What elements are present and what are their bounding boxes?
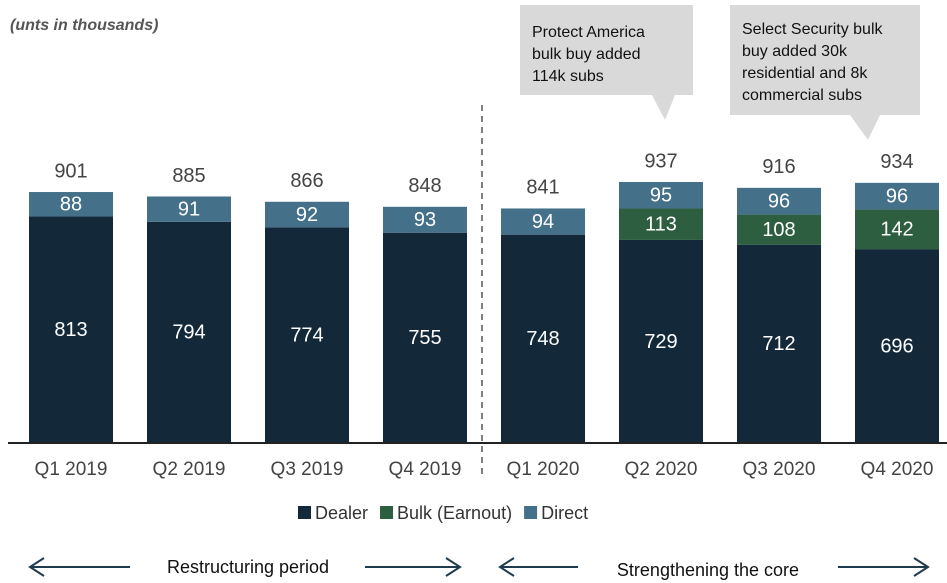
x-tick-label: Q1 2019 xyxy=(35,459,108,480)
total-label: 885 xyxy=(172,165,205,187)
segment-label: 96 xyxy=(886,185,908,207)
bar-segment xyxy=(501,208,585,235)
x-tick-label: Q1 2020 xyxy=(507,459,580,480)
segment-label: 96 xyxy=(768,191,790,213)
bar-segment xyxy=(147,221,231,443)
segment-label: 88 xyxy=(60,194,82,216)
x-tick-label: Q4 2019 xyxy=(389,459,462,480)
segment-label: 91 xyxy=(178,198,200,220)
total-label: 841 xyxy=(526,177,559,199)
bar-segment xyxy=(855,209,939,250)
legend-swatch xyxy=(298,506,311,519)
segment-label: 729 xyxy=(644,331,677,353)
x-tick-label: Q2 2020 xyxy=(625,459,698,480)
legend-label: Direct xyxy=(541,503,588,523)
bar-segment xyxy=(619,208,703,240)
segment-label: 113 xyxy=(645,213,677,235)
period-label: Restructuring period xyxy=(167,557,329,577)
bar-segment xyxy=(855,249,939,443)
segment-label: 712 xyxy=(762,333,795,355)
callout-bubble xyxy=(520,5,693,120)
segment-label: 95 xyxy=(650,185,672,207)
subtitle: (unts in thousands) xyxy=(10,17,158,34)
bar-segment xyxy=(265,201,349,228)
annotation-line: commercial subs xyxy=(742,87,862,104)
total-label: 866 xyxy=(290,170,323,192)
bar-segment xyxy=(501,234,585,443)
segment-label: 813 xyxy=(54,319,87,341)
annotation-line: buy added 30k xyxy=(742,43,848,60)
bar-segment xyxy=(383,206,467,233)
arrow-head xyxy=(913,557,930,577)
annotation-line: residential and 8k xyxy=(742,65,868,82)
total-label: 916 xyxy=(762,156,795,178)
legend-label: Dealer xyxy=(315,503,368,523)
segment-label: 108 xyxy=(762,219,795,241)
bar-segment xyxy=(383,232,467,443)
total-label: 901 xyxy=(54,160,87,182)
bar-segment xyxy=(619,239,703,443)
segment-label: 774 xyxy=(290,324,323,346)
bar-segment xyxy=(29,192,113,217)
arrow-head xyxy=(445,557,462,577)
legend-label: Bulk (Earnout) xyxy=(397,503,512,523)
bar-segment xyxy=(855,182,939,210)
segment-label: 794 xyxy=(172,322,205,344)
period-label: Strengthening the core xyxy=(617,560,799,580)
segment-label: 755 xyxy=(408,327,441,349)
x-tick-label: Q3 2019 xyxy=(271,459,344,480)
annotation-line: 114k subs xyxy=(532,68,604,85)
callout-bubble xyxy=(730,5,920,140)
bar-segment xyxy=(737,187,821,215)
bar-segment xyxy=(619,182,703,209)
segment-label: 94 xyxy=(532,211,554,233)
arrow-head xyxy=(498,557,515,577)
segment-label: 748 xyxy=(526,328,559,350)
bar-segment xyxy=(147,196,231,222)
total-label: 848 xyxy=(408,175,441,197)
x-tick-label: Q4 2020 xyxy=(861,459,934,480)
segment-label: 92 xyxy=(296,204,318,226)
legend-swatch xyxy=(380,506,394,519)
arrow-head xyxy=(28,557,45,577)
bar-segment xyxy=(29,216,113,443)
total-label: 934 xyxy=(880,151,913,173)
total-label: 937 xyxy=(644,150,677,172)
segment-label: 142 xyxy=(880,219,913,241)
legend-swatch xyxy=(524,506,538,519)
bar-segment xyxy=(737,244,821,443)
annotation-line: Protect America xyxy=(532,24,645,41)
segment-label: 93 xyxy=(414,209,436,231)
x-tick-label: Q2 2019 xyxy=(153,459,226,480)
bar-segment xyxy=(737,214,821,245)
x-tick-label: Q3 2020 xyxy=(743,459,816,480)
segment-label: 696 xyxy=(880,335,913,357)
annotation-line: Select Security bulk xyxy=(742,21,884,38)
bar-segment xyxy=(265,227,349,443)
annotation-line: bulk buy added xyxy=(532,46,641,63)
